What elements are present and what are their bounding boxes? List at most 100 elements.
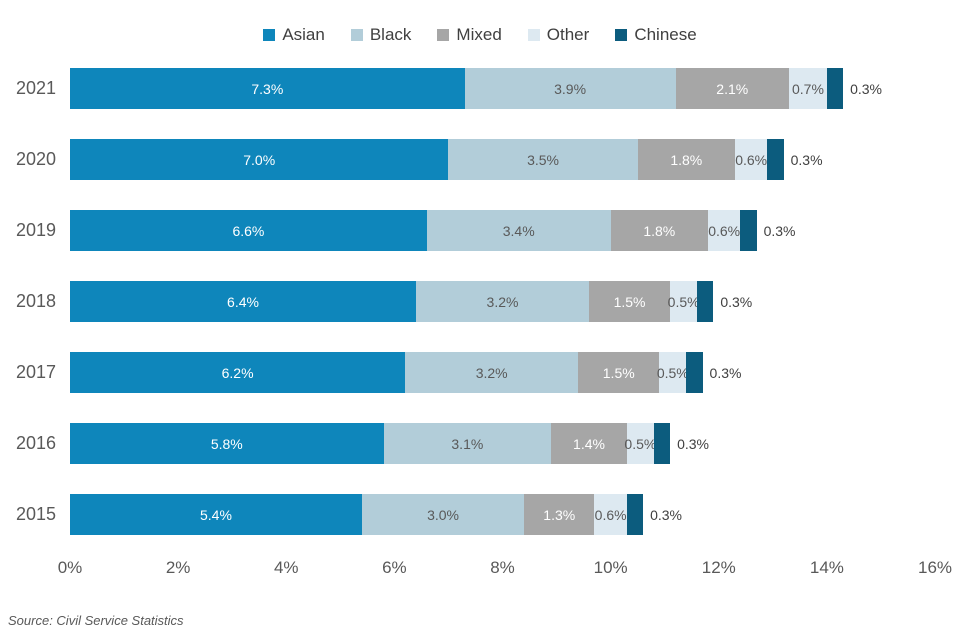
axis-tick-label: 8% bbox=[490, 558, 515, 577]
outside-segment-label: 0.3% bbox=[650, 506, 682, 523]
year-label: 2016 bbox=[15, 433, 56, 453]
bar-segment-mixed: 1.5% bbox=[578, 352, 660, 393]
bar-segment-black: 3.4% bbox=[426, 210, 611, 251]
bar-segment-asian: 6.2% bbox=[70, 352, 406, 393]
chart-row-2018: 2018 6.4% 3.2% 1.5% 0.5% 0.3% bbox=[0, 266, 960, 337]
segment-label: 7.0% bbox=[243, 151, 276, 168]
chart-row-2015: 2015 5.4% 3.0% 1.3% 0.6% 0.3% bbox=[0, 479, 960, 550]
axis-tick-label: 2% bbox=[165, 558, 191, 577]
segment-label: 2.1% bbox=[716, 80, 749, 97]
legend-swatch-icon bbox=[615, 29, 628, 41]
bar-segment-mixed: 1.3% bbox=[524, 494, 595, 535]
segment-label: 0.6% bbox=[594, 506, 627, 523]
legend-label: Black bbox=[369, 25, 412, 44]
stacked-bar-chart: 2021 7.3% 3.9% 2.1% 0.7% 0.3% 2020 7.0% 3.5% 1.8%… bbox=[0, 53, 960, 550]
year-label: 2018 bbox=[15, 291, 56, 311]
axis-tick-label: 12% bbox=[701, 558, 736, 577]
axis-tick-label: 6% bbox=[382, 558, 407, 577]
bar-segment-chinese bbox=[686, 352, 703, 393]
year-label: 2015 bbox=[15, 504, 56, 524]
legend: Asian Black Mixed Other Chinese bbox=[0, 22, 960, 48]
legend-item-chinese: Chinese bbox=[615, 25, 697, 45]
segment-label: 0.6% bbox=[708, 222, 741, 239]
bar-segment-mixed: 1.8% bbox=[637, 139, 735, 180]
outside-segment-label: 0.3% bbox=[677, 435, 710, 452]
segment-label: 3.0% bbox=[427, 506, 459, 523]
bar-segment-chinese bbox=[653, 423, 671, 464]
bar-segment-other: 0.6% bbox=[594, 494, 627, 535]
bar-segment-asian: 5.4% bbox=[70, 494, 362, 535]
bar-segment-other: 0.5% bbox=[624, 423, 657, 464]
segment-label: 3.2% bbox=[486, 293, 519, 310]
chart-row-2016: 2016 5.8% 3.1% 1.4% 0.5% 0.3% bbox=[0, 408, 960, 479]
segment-label: 1.8% bbox=[643, 222, 676, 239]
bar-segment-other: 0.6% bbox=[734, 139, 768, 180]
legend-label: Chinese bbox=[634, 25, 697, 44]
outside-segment-label: 0.3% bbox=[790, 151, 823, 168]
legend-label: Other bbox=[546, 25, 590, 44]
segment-label: 0.5% bbox=[667, 293, 700, 310]
legend-label: Asian bbox=[282, 25, 325, 44]
bar-segment-black: 3.2% bbox=[405, 352, 579, 393]
legend-swatch-icon bbox=[527, 29, 540, 41]
segment-label: 6.6% bbox=[232, 222, 265, 239]
segment-label: 1.5% bbox=[602, 364, 635, 381]
bar-segment-asian: 7.3% bbox=[70, 68, 465, 109]
legend-item-mixed: Mixed bbox=[437, 25, 502, 45]
bar-segment-asian: 6.4% bbox=[70, 281, 416, 322]
legend-swatch-icon bbox=[263, 29, 276, 41]
bar-segment-chinese bbox=[626, 494, 644, 535]
bar-segment-black: 3.1% bbox=[383, 423, 552, 464]
bar-segment-black: 3.0% bbox=[361, 494, 525, 535]
segment-label: 1.3% bbox=[543, 506, 576, 523]
legend-swatch-icon bbox=[437, 29, 450, 41]
segment-label: 3.1% bbox=[451, 435, 484, 452]
bar-segment-mixed: 2.1% bbox=[675, 68, 790, 109]
axis-tick-label: 10% bbox=[593, 558, 628, 577]
outside-segment-label: 0.3% bbox=[850, 80, 883, 97]
segment-label: 3.2% bbox=[475, 364, 508, 381]
bar-segment-other: 0.5% bbox=[657, 352, 689, 393]
segment-label: 1.5% bbox=[613, 293, 646, 310]
axis-tick-label: 4% bbox=[273, 558, 299, 577]
chart-row-2017: 2017 6.2% 3.2% 1.5% 0.5% 0.3% bbox=[0, 337, 960, 408]
year-label: 2019 bbox=[15, 220, 56, 240]
axis-tick-label: 0% bbox=[57, 558, 83, 577]
chart-row-2020: 2020 7.0% 3.5% 1.8% 0.6% 0.3% bbox=[0, 124, 960, 195]
legend-label: Mixed bbox=[456, 25, 502, 44]
legend-swatch-icon bbox=[350, 29, 363, 41]
chart-row-2019: 2019 6.6% 3.4% 1.8% 0.6% 0.3% bbox=[0, 195, 960, 266]
legend-item-asian: Asian bbox=[263, 25, 325, 45]
bar-segment-asian: 7.0% bbox=[70, 139, 449, 180]
bar-segment-mixed: 1.4% bbox=[551, 423, 627, 464]
bar-segment-chinese bbox=[740, 210, 757, 251]
legend-item-other: Other bbox=[527, 25, 590, 45]
bar-segment-black: 3.9% bbox=[464, 68, 676, 109]
outside-segment-label: 0.3% bbox=[763, 222, 796, 239]
segment-label: 5.8% bbox=[210, 435, 243, 452]
year-label: 2021 bbox=[15, 78, 56, 98]
segment-label: 3.9% bbox=[554, 80, 587, 97]
bar-segment-black: 3.2% bbox=[416, 281, 589, 322]
bar-segment-asian: 5.8% bbox=[70, 423, 384, 464]
bar-segment-other: 0.5% bbox=[667, 281, 700, 322]
bar-segment-mixed: 1.8% bbox=[610, 210, 708, 251]
outside-segment-label: 0.3% bbox=[709, 364, 742, 381]
bar-segment-black: 3.5% bbox=[448, 139, 638, 180]
bar-segment-other: 0.7% bbox=[789, 68, 827, 109]
bar-segment-chinese bbox=[697, 281, 714, 322]
year-label: 2020 bbox=[15, 149, 56, 169]
year-label: 2017 bbox=[15, 362, 56, 382]
segment-label: 6.2% bbox=[221, 364, 254, 381]
chart-row-2021: 2021 7.3% 3.9% 2.1% 0.7% 0.3% bbox=[0, 53, 960, 124]
segment-label: 3.5% bbox=[527, 151, 559, 168]
segment-label: 3.4% bbox=[502, 222, 535, 239]
segment-label: 1.4% bbox=[573, 435, 605, 452]
segment-label: 5.4% bbox=[200, 506, 232, 523]
bar-segment-other: 0.6% bbox=[707, 210, 741, 251]
x-axis: 0% 2% 4% 6% 8% 10% 12% 14% 16% bbox=[0, 550, 960, 580]
axis-tick-label: 14% bbox=[809, 558, 844, 577]
segment-label: 0.5% bbox=[624, 435, 657, 452]
axis-tick-label: 16% bbox=[917, 558, 953, 577]
